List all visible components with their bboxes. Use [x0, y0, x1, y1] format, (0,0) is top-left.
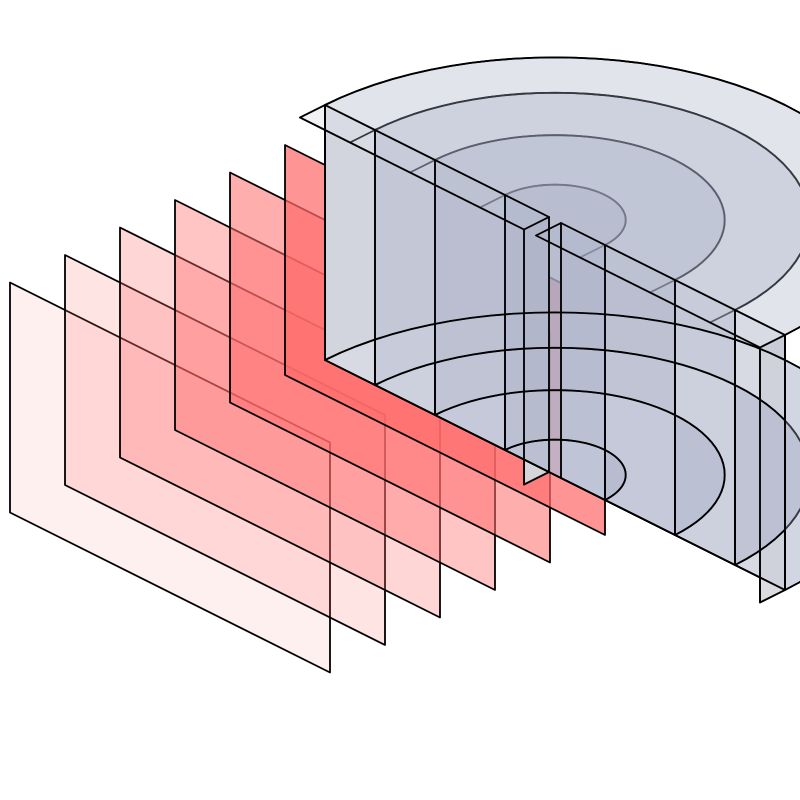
isometric-diagram [0, 0, 800, 800]
